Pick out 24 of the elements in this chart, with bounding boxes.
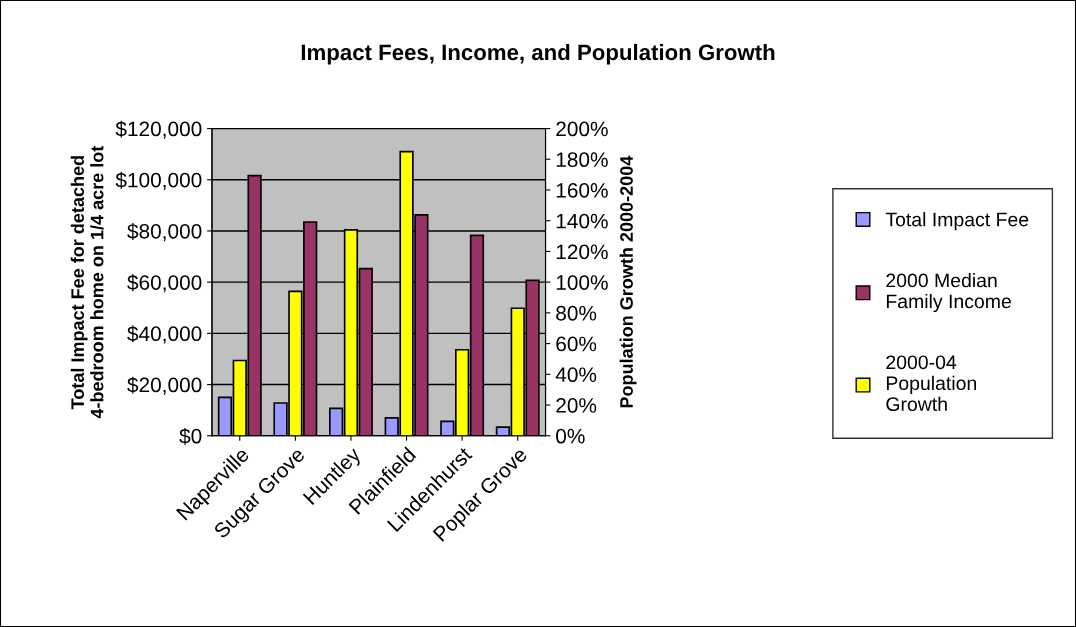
chart-title: Impact Fees, Income, and Population Growth	[301, 43, 775, 65]
y2-tick-label: 140%	[556, 213, 608, 229]
y-tick-label: $80,000	[127, 223, 202, 242]
y-tick-label: $120,000	[115, 120, 202, 139]
y-tick-label: $100,000	[115, 171, 202, 190]
y-tick-label: $60,000	[127, 274, 202, 293]
y2-tick-label: 0%	[556, 428, 585, 444]
y2-tick-label: 200%	[556, 121, 608, 137]
y2-tick-label: 80%	[556, 305, 597, 321]
y2-tick-label: 40%	[555, 367, 597, 383]
y-tick-label: $20,000	[127, 376, 202, 395]
legend-label: 2000-04 Population Growth	[886, 355, 976, 412]
y2-tick-label: 60%	[556, 336, 597, 352]
y2-tick-label: 160%	[556, 182, 608, 198]
y-tick-label: $0	[179, 427, 202, 445]
y-axis-title: Total Impact Fee for detached 4-bedroom home on 1/4 acre lot	[70, 145, 104, 419]
legend-label: Total Impact Fee	[885, 212, 1029, 231]
y2-tick-label: 20%	[556, 398, 597, 413]
legend-label: 2000 Median Family Income	[886, 273, 1011, 313]
y2-axis-title: Population Growth 2000-2004	[619, 155, 637, 408]
y2-tick-label: 180%	[556, 152, 608, 168]
y2-tick-label: 100%	[556, 275, 608, 290]
y-tick-label: $40,000	[127, 325, 202, 344]
y2-tick-label: 120%	[556, 244, 608, 260]
